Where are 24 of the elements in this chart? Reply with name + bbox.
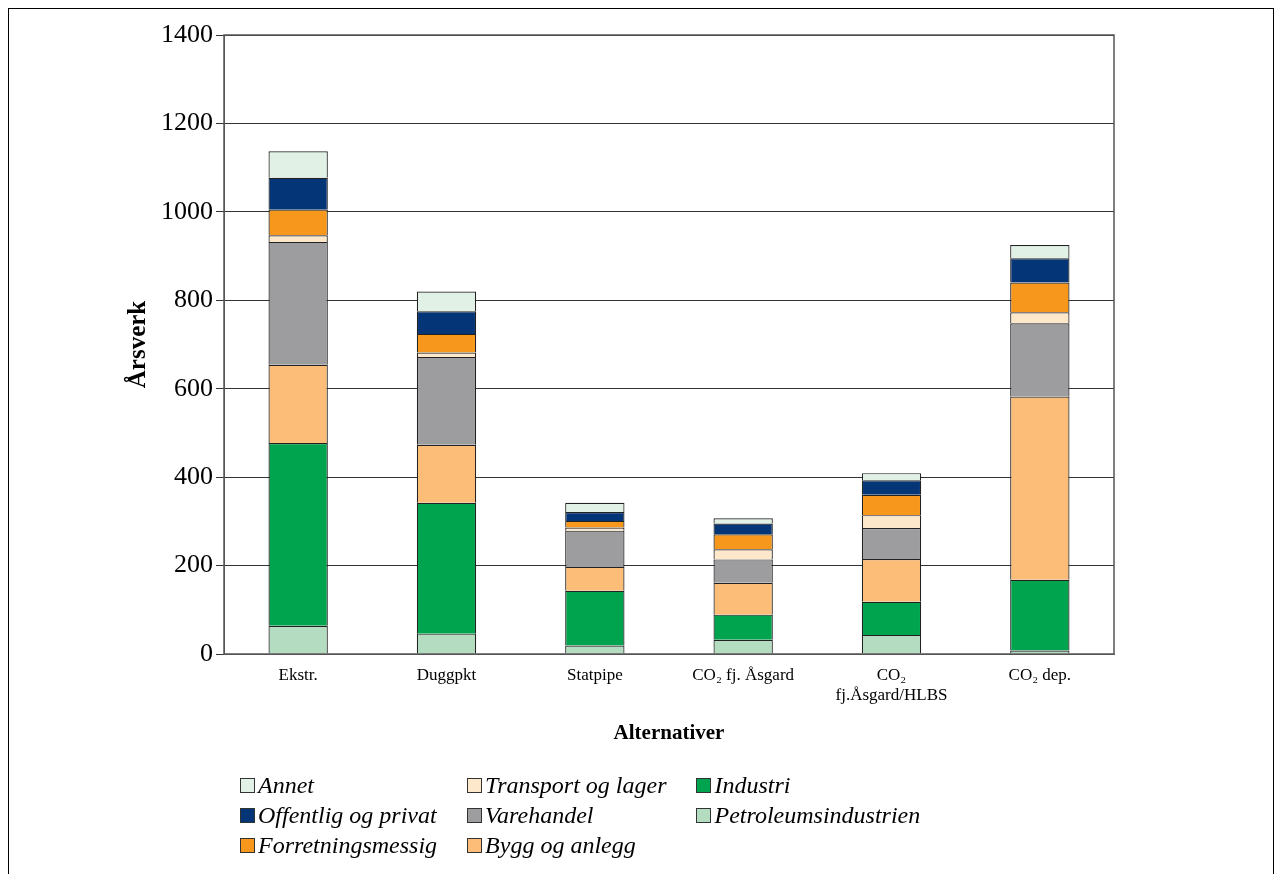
legend-label: Annet (258, 771, 314, 799)
y-tick-label: 0 (200, 637, 213, 667)
legend-label: Forretningsmessig (258, 831, 438, 859)
y-tick-label: 1400 (161, 18, 213, 48)
legend-label: Petroleumsindustrien (714, 801, 921, 829)
legend-label: Transport og lager (485, 771, 667, 799)
y-tick-label: 1000 (161, 195, 213, 225)
legend-label: Varehandel (485, 801, 594, 829)
y-tick-label: 1200 (161, 107, 213, 137)
x-tick-label: Statpipe (566, 664, 623, 684)
y-tick-label: 200 (174, 549, 213, 579)
x-axis-title: Alternativer (613, 719, 725, 744)
y-tick-label: 400 (174, 460, 213, 490)
x-tick-label: Ekstr. (278, 664, 318, 684)
x-tick-label: CO₂ dep. (1008, 664, 1072, 684)
legend-label: Industri (714, 771, 791, 799)
x-tick-label: Duggpkt (416, 664, 477, 684)
x-tick-label: CO₂ fj.Åsgard/HLBS (835, 664, 948, 705)
legend-label: Bygg og anlegg (485, 831, 636, 859)
x-tick-label: CO₂ fj. Åsgard (692, 664, 795, 684)
legend-label: Offentlig og privat (258, 801, 437, 829)
y-axis-title: Årsverk (123, 300, 151, 389)
y-tick-label: 600 (174, 372, 213, 402)
y-tick-label: 800 (174, 284, 213, 314)
